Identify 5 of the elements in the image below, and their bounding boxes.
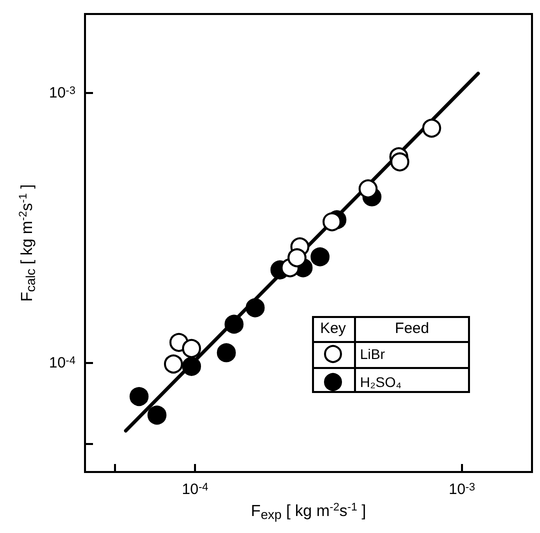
legend-label: H₂SO₄: [360, 374, 402, 390]
annotation: Key: [320, 320, 346, 337]
legend-label: LiBr: [360, 346, 386, 362]
y-axis-title: Fcalc [ kg m-2s-1 ]: [18, 184, 38, 302]
legend-title: Feed: [394, 320, 430, 337]
